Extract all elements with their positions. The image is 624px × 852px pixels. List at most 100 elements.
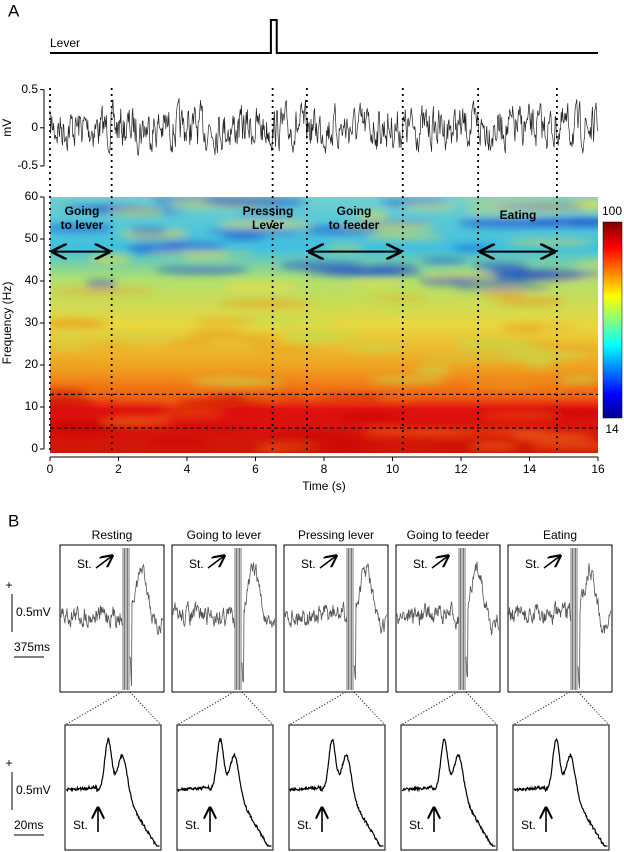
panel-label: B	[8, 511, 19, 530]
texture-blob	[461, 198, 566, 205]
texture-blob	[553, 345, 598, 353]
texture-blob	[51, 330, 87, 338]
y-tick-label: 0	[31, 120, 38, 134]
texture-blob	[50, 419, 113, 428]
texture-blob	[307, 298, 353, 309]
zoom-box	[176, 724, 274, 851]
texture-blob	[164, 426, 254, 432]
zoom-line	[64, 691, 123, 726]
texture-blob	[302, 226, 380, 235]
texture-blob	[340, 414, 372, 420]
texture-blob	[253, 319, 336, 326]
zoom-box	[512, 724, 610, 851]
texture-blob	[378, 391, 416, 402]
stim-label: St.	[189, 557, 204, 571]
y-tick-label: 50	[25, 231, 39, 245]
texture-blob	[418, 276, 476, 286]
stim-label: St.	[413, 557, 428, 571]
lever-label: Lever	[50, 36, 80, 50]
scale-voltage: 0.5mV	[16, 605, 51, 619]
stim-label: St.	[77, 557, 92, 571]
texture-blob	[324, 245, 365, 251]
raw-trace	[172, 601, 235, 628]
evoked-trace	[177, 737, 272, 847]
panel-label: A	[8, 1, 20, 20]
texture-blob	[50, 398, 95, 409]
condition-title: Pressing lever	[298, 528, 374, 542]
texture-blob	[128, 227, 169, 235]
scale-time: 375ms	[14, 640, 50, 654]
texture-blob	[100, 415, 173, 426]
stim-arrow	[543, 556, 560, 569]
stim-label: St.	[521, 818, 536, 832]
annotation: Eating	[500, 208, 537, 222]
texture-blob	[218, 299, 313, 309]
texture-blob	[275, 446, 364, 452]
y-tick-label: 0	[31, 441, 38, 455]
texture-blob	[472, 262, 529, 272]
trace-box	[283, 544, 389, 693]
texture-blob	[89, 254, 131, 264]
stim-arrow	[95, 556, 112, 569]
texture-blob	[165, 339, 213, 348]
texture-blob	[84, 280, 118, 288]
texture-blob	[506, 271, 598, 279]
texture-blob	[148, 251, 255, 256]
texture-blob	[147, 438, 209, 447]
annotation: Pressing	[243, 204, 294, 218]
texture-blob	[379, 303, 416, 313]
stim-label: St.	[73, 818, 88, 832]
scale-voltage: 0.5mV	[16, 783, 51, 797]
zoom-line	[353, 691, 386, 726]
texture-blob	[531, 409, 598, 416]
y-tick-label: 10	[25, 399, 39, 413]
y-axis-label: Frequency (Hz)	[0, 282, 14, 365]
texture-blob	[108, 208, 165, 216]
zoom-box	[288, 724, 386, 851]
raw-trace	[284, 601, 347, 628]
texture-blob	[50, 389, 90, 398]
x-tick-label: 16	[591, 462, 605, 476]
texture-blob	[154, 266, 250, 274]
texture-blob	[365, 233, 445, 240]
zoom-line	[465, 691, 498, 726]
condition-title: Resting	[92, 528, 133, 542]
texture-blob	[505, 239, 595, 246]
spectrogram-texture	[50, 197, 598, 453]
texture-blob	[327, 441, 384, 448]
evoked-trace	[289, 738, 384, 847]
x-tick-label: 10	[386, 462, 400, 476]
raw-trace	[396, 601, 459, 630]
y-axis-label: mV	[0, 119, 14, 137]
texture-blob	[50, 288, 156, 295]
texture-blob	[469, 441, 518, 451]
x-tick-label: 14	[523, 462, 537, 476]
texture-blob	[566, 219, 598, 227]
zoom-box	[400, 724, 498, 851]
texture-blob	[155, 411, 225, 417]
texture-blob	[484, 363, 522, 370]
texture-blob	[176, 371, 249, 378]
texture-blob	[50, 432, 111, 437]
texture-blob	[575, 260, 598, 268]
texture-blob	[501, 323, 545, 333]
texture-blob	[342, 343, 410, 351]
texture-blob	[217, 220, 311, 229]
raw-trace	[60, 605, 123, 630]
evoked-trace	[513, 737, 608, 847]
condition-title: Going to lever	[187, 528, 262, 542]
texture-blob	[306, 269, 404, 276]
texture-blob	[463, 207, 565, 214]
trace-box	[59, 544, 165, 693]
x-axis-label: Time (s)	[302, 479, 346, 493]
polarity: +	[5, 756, 12, 770]
texture-blob	[365, 286, 424, 295]
texture-blob	[365, 264, 417, 271]
x-tick-label: 8	[321, 462, 328, 476]
trace-box	[395, 544, 501, 693]
zoom-line	[400, 691, 459, 726]
x-tick-label: 4	[184, 462, 191, 476]
raw-trace	[129, 564, 163, 687]
texture-blob	[175, 400, 273, 408]
